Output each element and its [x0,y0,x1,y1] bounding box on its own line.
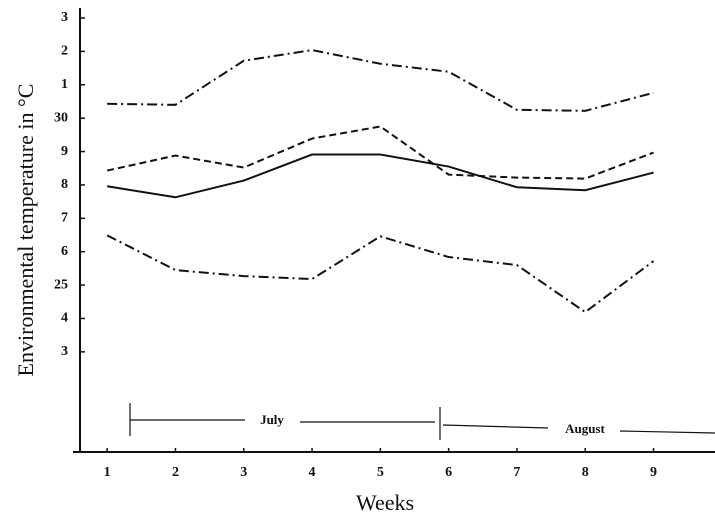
month-brackets [129,403,715,440]
y-tick-label: 6 [61,244,68,259]
x-tick-label: 9 [650,465,657,480]
x-axis-label: Weeks [356,490,414,515]
y-tick-label: 3 [61,344,68,359]
x-tick-label: 5 [377,465,384,480]
x-tick-label: 6 [445,465,452,480]
y-axis-label: Environmental temperature in °C [13,84,38,377]
series-line [106,125,654,180]
y-tick-label: 30 [54,110,68,125]
y-tick-label: 3 [61,10,68,25]
x-tick-label: 7 [513,465,520,480]
x-tick-label: 3 [240,465,247,480]
y-tick-label: 7 [61,211,68,226]
series-line [107,49,654,112]
month-label: July [260,412,284,427]
y-tick-label: 1 [61,77,68,92]
month-label: August [565,421,605,436]
y-tick-label: 2 [61,44,68,59]
x-tick-label: 2 [172,465,179,480]
y-tick-label: 4 [61,311,68,326]
x-tick-label: 4 [309,465,316,480]
x-tick-label: 8 [582,465,589,480]
series-line [106,234,655,314]
x-tick-label: 1 [104,465,111,480]
y-tick-label: 8 [61,177,68,192]
y-tick-label: 9 [61,144,68,159]
series-line [106,153,654,199]
y-tick-label: 25 [54,277,68,292]
